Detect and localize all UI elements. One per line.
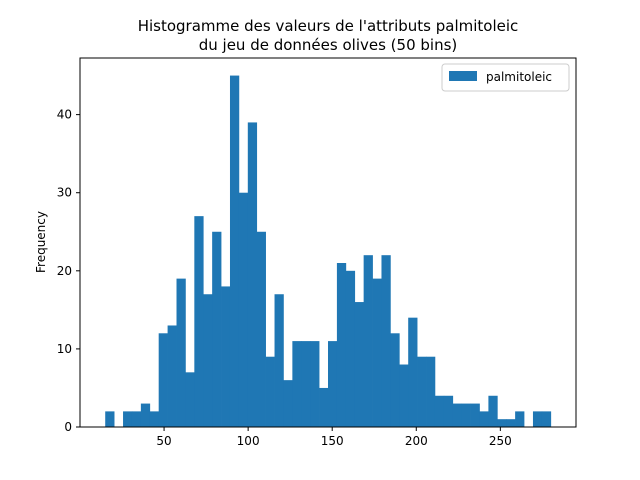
histogram-bar (452, 403, 463, 427)
histogram-bar (345, 270, 356, 427)
y-tick-label: 40 (57, 108, 72, 122)
legend: palmitoleic (441, 63, 570, 92)
histogram-bar (372, 278, 382, 427)
histogram-bar (274, 294, 284, 427)
y-tick-label: 20 (57, 264, 72, 278)
histogram-bar (247, 122, 258, 428)
legend-label: palmitoleic (486, 70, 552, 84)
histogram-bar (203, 294, 213, 427)
histogram-bar (328, 341, 338, 427)
histogram-bar (488, 395, 498, 427)
histogram-bar (256, 231, 266, 427)
histogram-bar (461, 403, 471, 427)
histogram-bar (310, 341, 320, 427)
histogram-bar (292, 341, 302, 427)
histogram-bar (131, 411, 142, 427)
histogram-bar (123, 411, 133, 427)
plot-area-frame (79, 57, 577, 428)
y-axis-ticks: 0 10 20 30 40 (57, 108, 80, 434)
histogram-bar (363, 255, 373, 427)
histogram-bar (497, 419, 507, 427)
histogram-bar (301, 341, 311, 427)
histogram-bar (167, 325, 177, 427)
histogram-bar (381, 255, 391, 427)
y-tick-label: 30 (57, 186, 72, 200)
histogram-bar (390, 333, 400, 427)
histogram-bar (399, 364, 409, 427)
histogram-bar (470, 403, 480, 427)
y-tick-label: 10 (57, 342, 72, 356)
legend-swatch (449, 71, 477, 81)
histogram-bars (105, 75, 552, 428)
chart-title-line-2: du jeu de données olives (50 bins) (199, 36, 458, 54)
x-tick-label: 150 (321, 434, 344, 448)
histogram-bar (185, 372, 195, 427)
chart-title-line-1: Histogramme des valeurs de l'attributs p… (138, 17, 519, 35)
histogram-bar (140, 403, 151, 427)
histogram-bar (408, 317, 418, 427)
histogram-bar (532, 411, 543, 427)
x-axis-ticks: 50 100 150 200 250 (156, 427, 512, 448)
y-tick-label: 0 (64, 420, 72, 434)
histogram-bar (354, 302, 364, 427)
histogram-bar (506, 419, 516, 427)
histogram-bar (158, 333, 168, 427)
histogram-bar (417, 356, 427, 427)
x-tick-label: 250 (489, 434, 512, 448)
histogram-bar (541, 411, 552, 427)
legend-frame (441, 63, 570, 92)
histogram-bar (229, 75, 240, 427)
y-axis-label: Frequency (34, 211, 48, 273)
histogram-bar (221, 286, 231, 427)
histogram-bar (336, 263, 347, 427)
histogram-bar (238, 192, 249, 427)
histogram-bar (105, 411, 115, 427)
histogram-bar (265, 356, 275, 427)
histogram-bar (479, 411, 489, 427)
histogram-bar (212, 231, 222, 427)
x-tick-label: 200 (405, 434, 428, 448)
histogram-bar (515, 411, 525, 427)
histogram-bar (283, 380, 293, 427)
histogram-bar (176, 278, 186, 427)
x-tick-label: 100 (237, 434, 260, 448)
histogram-bar (426, 356, 436, 427)
x-tick-label: 50 (156, 434, 171, 448)
histogram-bar (434, 395, 445, 427)
histogram-bar (149, 411, 160, 427)
histogram-bar (194, 216, 204, 427)
histogram-bar (443, 395, 454, 427)
histogram-bar (319, 387, 329, 427)
